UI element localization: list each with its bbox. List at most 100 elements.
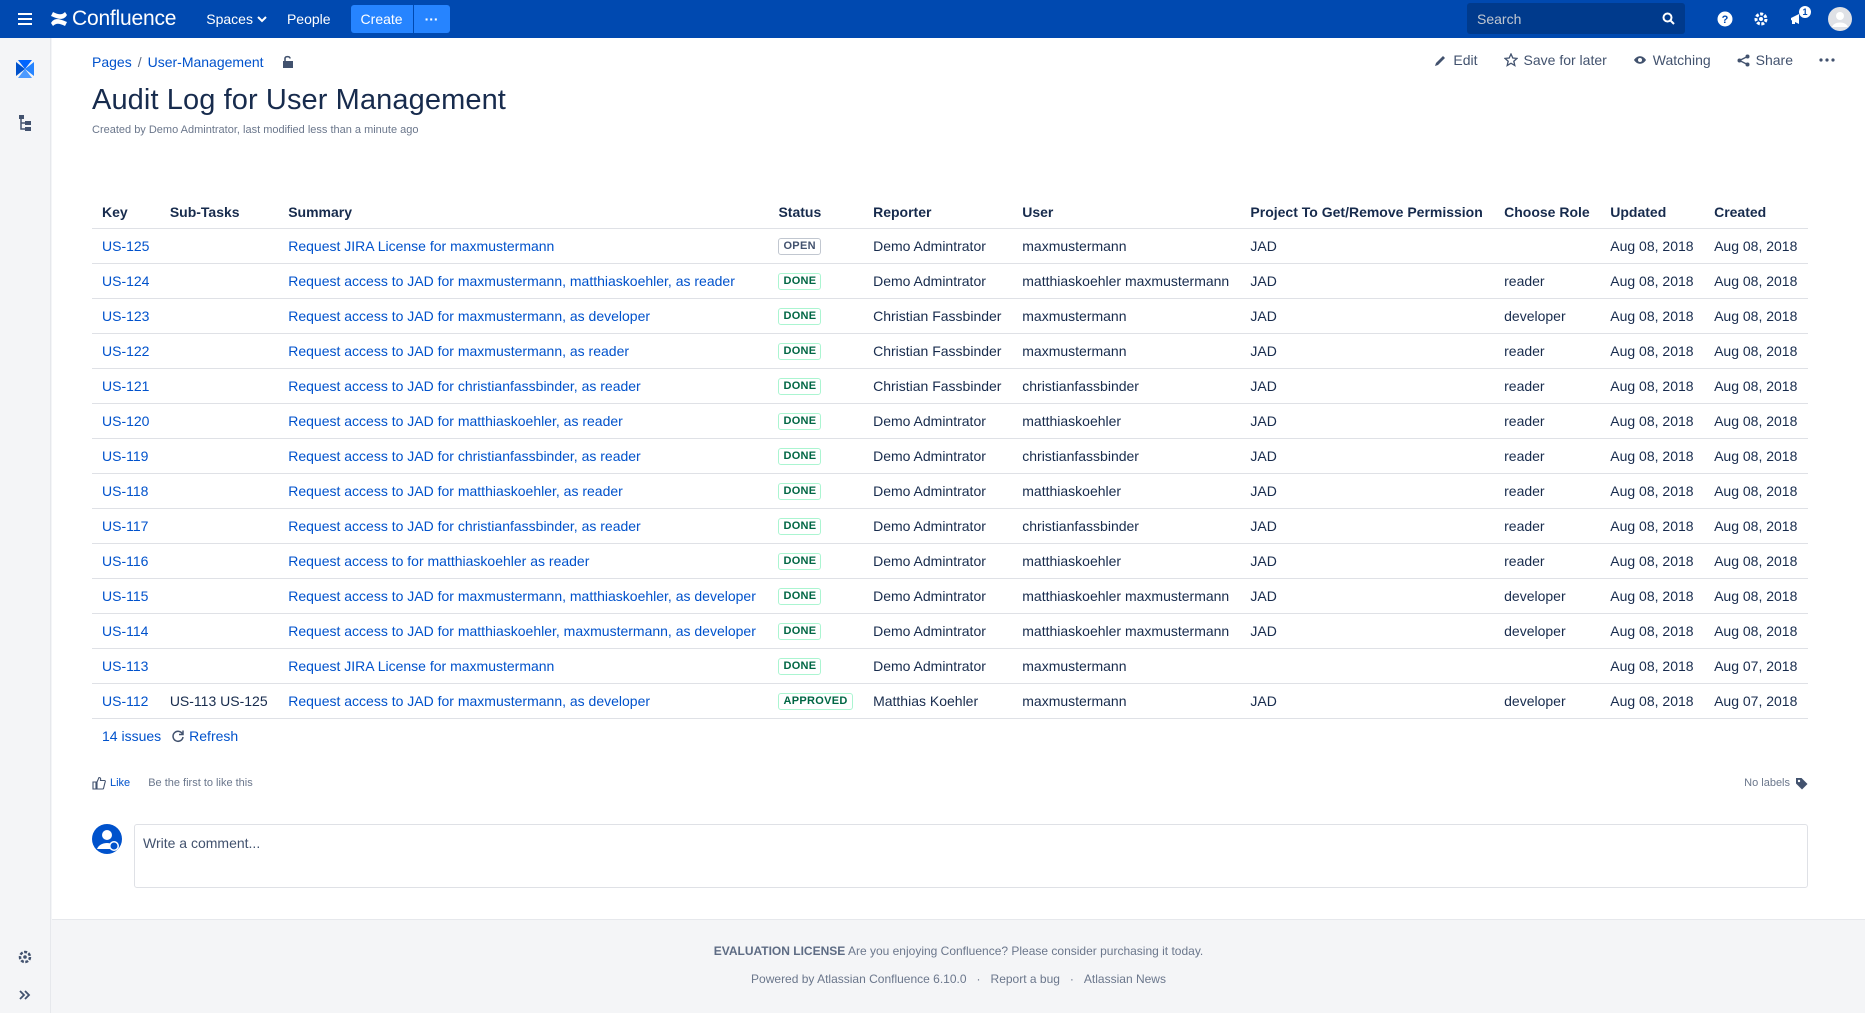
more-actions-icon[interactable] <box>1819 58 1835 62</box>
cell-key: US-114 <box>92 613 160 649</box>
issue-key-link[interactable]: US-119 <box>102 447 149 464</box>
breadcrumb-pages[interactable]: Pages <box>92 54 132 70</box>
watching-label: Watching <box>1652 52 1711 68</box>
issue-key-link[interactable]: US-120 <box>102 412 150 429</box>
menu-icon[interactable] <box>0 0 50 38</box>
issue-key-link[interactable]: US-121 <box>102 377 150 394</box>
share-button[interactable]: Share <box>1737 52 1793 68</box>
issue-summary-link[interactable]: Request access to JAD for maxmustermann,… <box>288 587 756 604</box>
issue-key-link[interactable]: US-122 <box>102 342 150 359</box>
cell-project: JAD <box>1240 228 1495 264</box>
column-header-key[interactable]: Key <box>92 196 160 229</box>
issue-key-link[interactable]: US-115 <box>102 587 149 604</box>
issue-key-link[interactable]: US-123 <box>102 307 150 324</box>
cell-created: Aug 08, 2018 <box>1704 333 1808 369</box>
column-header-reporter[interactable]: Reporter <box>863 196 1013 229</box>
table-row: US-125 Request JIRA License for maxmuster… <box>92 228 1808 264</box>
cell-created: Aug 07, 2018 <box>1704 683 1808 719</box>
issue-summary-link[interactable]: Request access to JAD for matthiaskoehle… <box>288 412 623 429</box>
issue-key-link[interactable]: US-116 <box>102 552 149 569</box>
issue-summary-link[interactable]: Request access to JAD for maxmustermann,… <box>288 692 651 709</box>
issue-summary-link[interactable]: Request access to JAD for matthiaskoehle… <box>288 622 756 639</box>
cell-summary: Request access to JAD for maxmustermann,… <box>278 683 769 719</box>
issue-key-link[interactable]: US-125 <box>102 237 150 254</box>
footer-separator: · <box>976 972 981 986</box>
settings-gear-icon[interactable] <box>1743 0 1779 38</box>
column-header-summary[interactable]: Summary <box>278 196 769 229</box>
column-header-role[interactable]: Choose Role <box>1494 196 1601 229</box>
breadcrumb: Pages / User-Management <box>92 54 294 70</box>
cell-status: OPEN <box>768 228 864 264</box>
issue-key-link[interactable]: US-114 <box>102 622 149 639</box>
cell-key: US-117 <box>92 508 160 544</box>
cell-key: US-112 <box>92 683 160 719</box>
create-button[interactable]: Create <box>350 5 413 33</box>
comment-input[interactable]: Write a comment... <box>134 824 1808 888</box>
issue-summary-link[interactable]: Request access to JAD for christianfassb… <box>288 377 641 394</box>
column-header-created[interactable]: Created <box>1704 196 1808 229</box>
search-input[interactable] <box>1477 10 1662 27</box>
cell-summary: Request access to JAD for maxmustermann,… <box>278 263 769 299</box>
people-link[interactable]: People <box>286 11 331 27</box>
notifications-icon[interactable]: 1 <box>1779 0 1815 38</box>
save-for-later-button[interactable]: Save for later <box>1503 52 1607 68</box>
cell-reporter: Demo Admintrator <box>863 648 1013 684</box>
cell-key: US-118 <box>92 473 160 509</box>
issue-key-link[interactable]: US-124 <box>102 272 150 289</box>
space-settings-gear-icon[interactable] <box>12 944 38 970</box>
column-header-user[interactable]: User <box>1012 196 1241 229</box>
atlassian-news-link[interactable]: Atlassian News <box>1083 972 1166 986</box>
help-icon[interactable]: ? <box>1707 0 1743 38</box>
unlock-icon[interactable] <box>282 55 294 69</box>
issue-summary-link[interactable]: Request access to JAD for maxmustermann,… <box>288 272 735 289</box>
share-icon <box>1737 54 1750 66</box>
cell-user: matthiaskoehler maxmustermann <box>1012 613 1241 649</box>
issues-count-link[interactable]: 14 issues <box>102 728 162 744</box>
cell-subtasks: US-113 US-125 <box>159 683 279 719</box>
cell-updated: Aug 08, 2018 <box>1600 368 1705 404</box>
cell-created: Aug 08, 2018 <box>1704 543 1808 579</box>
issue-summary-link[interactable]: Request access to JAD for christianfassb… <box>288 517 641 534</box>
watching-button[interactable]: Watching <box>1633 52 1711 68</box>
issue-summary-link[interactable]: Request JIRA License for maxmustermann <box>288 657 555 674</box>
cell-key: US-125 <box>92 228 160 264</box>
issue-key-link[interactable]: US-112 <box>102 692 149 709</box>
cell-key: US-124 <box>92 263 160 299</box>
refresh-button[interactable]: Refresh <box>171 728 238 744</box>
issue-key-link[interactable]: US-118 <box>102 482 149 499</box>
issue-summary-link[interactable]: Request access to JAD for christianfassb… <box>288 447 641 464</box>
search-icon[interactable] <box>1662 12 1675 25</box>
issue-key-link[interactable]: US-117 <box>102 517 149 534</box>
expand-sidebar-icon[interactable] <box>12 982 38 1008</box>
page-tree-icon[interactable] <box>12 110 38 136</box>
powered-by-link[interactable]: Powered by Atlassian Confluence 6.10.0 <box>751 972 967 986</box>
like-button[interactable]: Like <box>92 776 130 790</box>
column-header-status[interactable]: Status <box>768 196 864 229</box>
issue-summary-link[interactable]: Request access to for matthiaskoehler as… <box>288 552 590 569</box>
space-logo-icon[interactable] <box>12 56 38 82</box>
issue-summary-link[interactable]: Request JIRA License for maxmustermann <box>288 237 555 254</box>
column-header-subtasks[interactable]: Sub-Tasks <box>159 196 279 229</box>
cell-subtasks <box>159 578 279 614</box>
cell-project: JAD <box>1240 578 1495 614</box>
issue-summary-link[interactable]: Request access to JAD for maxmustermann,… <box>288 342 630 359</box>
labels-section[interactable]: No labels <box>1744 777 1808 790</box>
status-badge: DONE <box>778 553 822 570</box>
report-bug-link[interactable]: Report a bug <box>990 972 1060 986</box>
search-box[interactable] <box>1467 3 1685 34</box>
cell-subtasks <box>159 263 279 299</box>
cell-status: DONE <box>768 473 864 509</box>
issue-summary-link[interactable]: Request access to JAD for maxmustermann,… <box>288 307 651 324</box>
cell-role <box>1494 648 1601 684</box>
column-header-updated[interactable]: Updated <box>1600 196 1705 229</box>
edit-label: Edit <box>1453 52 1478 68</box>
column-header-project[interactable]: Project To Get/Remove Permission <box>1240 196 1495 229</box>
confluence-logo[interactable]: Confluence <box>50 7 176 31</box>
issue-key-link[interactable]: US-113 <box>102 657 149 674</box>
issue-summary-link[interactable]: Request access to JAD for matthiaskoehle… <box>288 482 623 499</box>
user-avatar-icon[interactable] <box>1815 0 1865 38</box>
edit-button[interactable]: Edit <box>1434 52 1478 68</box>
spaces-menu[interactable]: Spaces <box>196 0 277 38</box>
breadcrumb-space[interactable]: User-Management <box>147 54 264 70</box>
create-more-button[interactable]: ··· <box>413 5 450 33</box>
